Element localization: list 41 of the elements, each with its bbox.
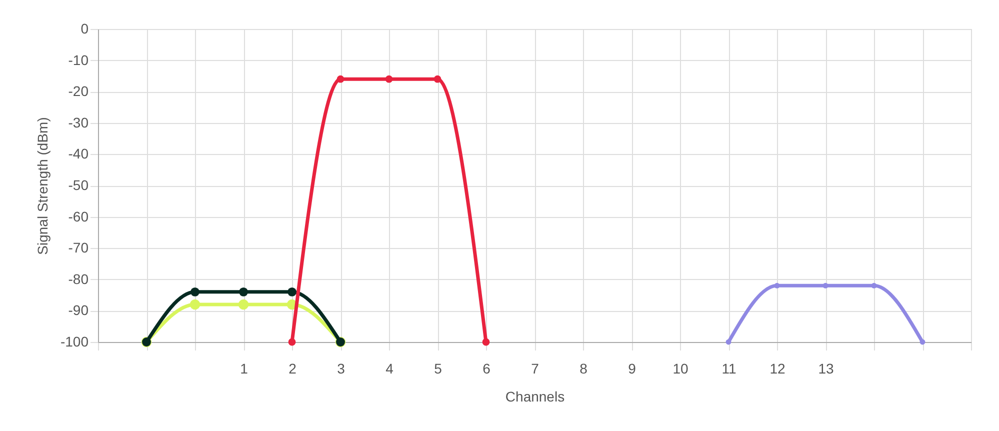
point [726, 339, 732, 345]
point [239, 287, 248, 296]
x-axis-title: Channels [505, 388, 565, 404]
x-tick-label: 8 [580, 360, 588, 376]
x-tick-label: 6 [482, 360, 491, 376]
x-tick-label: 2 [288, 360, 297, 376]
x-tick-label: 7 [531, 360, 540, 376]
y-tick-label: -90 [68, 302, 89, 318]
y-tick-label: -60 [68, 208, 89, 224]
point [774, 282, 780, 288]
x-tick-label: 10 [672, 360, 688, 376]
point [920, 339, 926, 345]
y-tick-label: -50 [68, 177, 89, 193]
y-tick-label: -40 [68, 146, 89, 162]
y-tick-label: -10 [68, 52, 89, 68]
point [190, 287, 200, 296]
x-tick-label: 9 [628, 360, 636, 376]
point [288, 338, 296, 346]
y-tick-label: -80 [68, 270, 89, 287]
point [288, 287, 296, 296]
y-tick-label: -30 [68, 114, 89, 130]
point [385, 75, 393, 83]
y-tick-label: 0 [80, 20, 89, 36]
point [822, 282, 828, 288]
point [434, 75, 442, 83]
point [482, 338, 490, 346]
point [190, 299, 200, 310]
y-axis-title: Signal Strength (dBm) [34, 117, 50, 255]
x-tick-label: 13 [818, 360, 834, 376]
x-tick-label: 1 [240, 360, 248, 376]
x-tick-label: 11 [722, 360, 736, 376]
point [336, 75, 344, 83]
point [238, 299, 249, 310]
x-tick-label: 4 [386, 360, 394, 376]
y-tick-label: -70 [68, 240, 89, 256]
y-tick-label: -20 [68, 83, 89, 100]
y-tick-label: -100 [60, 334, 89, 350]
point [871, 282, 877, 288]
x-tick-label: 5 [434, 360, 442, 376]
x-tick-label: 3 [337, 360, 346, 376]
x-tick-label: 12 [770, 360, 786, 376]
